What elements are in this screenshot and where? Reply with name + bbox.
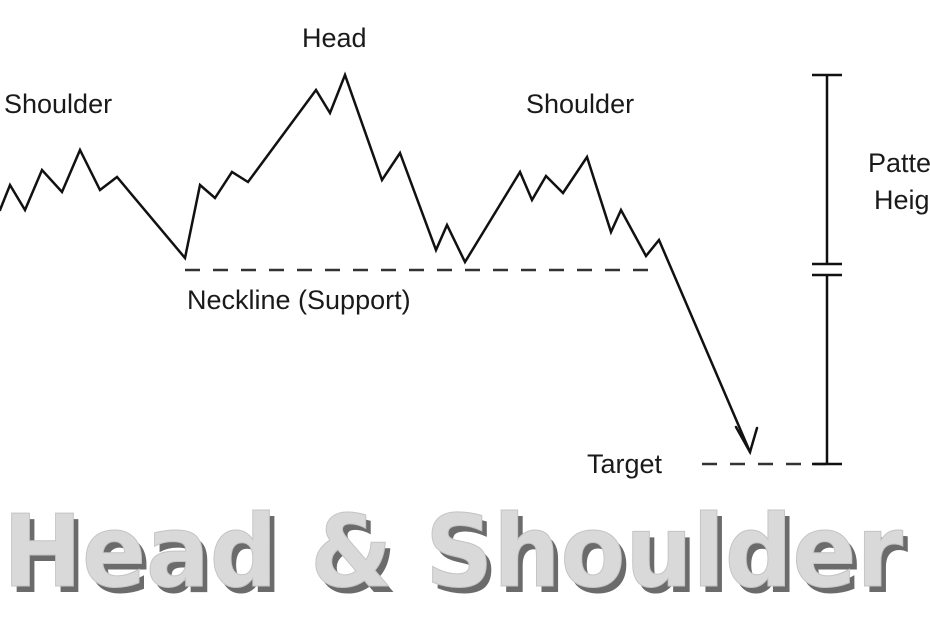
title-shadow: Head & Shoulder xyxy=(8,499,909,616)
right-shoulder-label: Shoulder xyxy=(526,89,634,119)
head-label: Head xyxy=(302,23,367,53)
pattern-height-label-line2: Height xyxy=(874,185,930,215)
neckline-label: Neckline (Support) xyxy=(187,285,411,315)
target-label: Target xyxy=(587,449,663,479)
price-line xyxy=(0,71,752,454)
left-shoulder-label: Shoulder xyxy=(4,89,112,119)
arrow-head xyxy=(734,425,759,456)
pattern-height-measure-upper xyxy=(812,73,842,266)
pattern-height-label-line1: Pattern xyxy=(868,148,930,178)
pattern-height-measure-lower xyxy=(812,273,842,466)
title: Head & Shoulder xyxy=(3,493,904,610)
